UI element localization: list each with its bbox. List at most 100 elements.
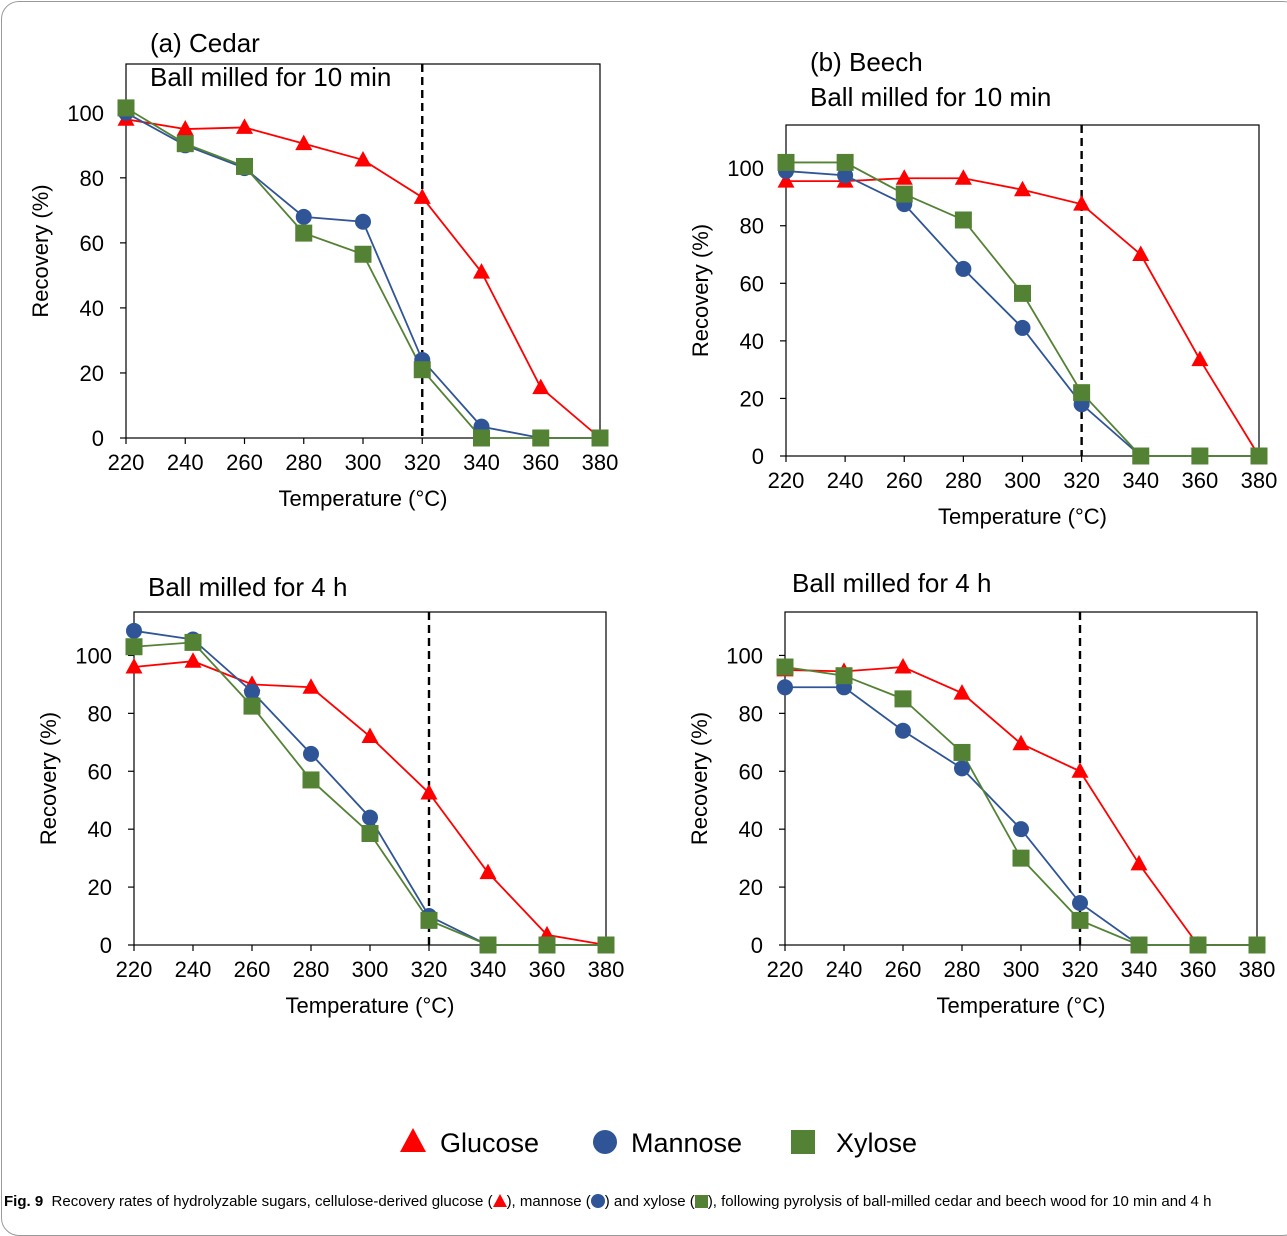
x-tick-label: 320 bbox=[404, 450, 441, 475]
point-glucose bbox=[1012, 734, 1030, 751]
y-tick-label: 80 bbox=[88, 701, 112, 726]
point-glucose bbox=[1191, 350, 1209, 367]
y-tick-label: 80 bbox=[80, 166, 104, 191]
point-glucose bbox=[413, 188, 431, 204]
point-xylose bbox=[361, 825, 379, 843]
point-glucose bbox=[1014, 180, 1031, 197]
point-glucose bbox=[1130, 854, 1148, 871]
series-line-mannose bbox=[785, 170, 1259, 457]
x-tick-label: 340 bbox=[1121, 957, 1158, 982]
point-xylose bbox=[420, 911, 438, 929]
point-xylose bbox=[894, 690, 912, 708]
y-tick-label: 100 bbox=[75, 643, 112, 668]
x-tick-label: 280 bbox=[293, 957, 330, 982]
y-axis-label: Recovery (%) bbox=[688, 224, 713, 357]
x-tick-label: 220 bbox=[768, 468, 805, 493]
x-tick-label: 280 bbox=[944, 957, 981, 982]
x-tick-label: 380 bbox=[588, 957, 625, 982]
panel-subtitle: Ball milled for 4 h bbox=[792, 568, 991, 598]
point-xylose bbox=[953, 743, 971, 761]
point-xylose bbox=[597, 936, 615, 954]
point-xylose bbox=[176, 135, 194, 153]
x-tick-label: 220 bbox=[767, 957, 804, 982]
y-tick-label: 80 bbox=[739, 701, 763, 726]
point-xylose bbox=[1071, 911, 1089, 929]
y-tick-label: 20 bbox=[739, 875, 763, 900]
y-tick-label: 100 bbox=[67, 101, 104, 126]
x-tick-label: 240 bbox=[827, 468, 864, 493]
point-mannose bbox=[303, 745, 319, 762]
y-tick-label: 0 bbox=[100, 933, 112, 958]
x-tick-label: 220 bbox=[108, 450, 145, 475]
point-xylose bbox=[836, 153, 854, 171]
point-xylose bbox=[532, 429, 550, 447]
point-xylose bbox=[591, 429, 609, 447]
point-mannose bbox=[355, 213, 371, 230]
point-xylose bbox=[1250, 447, 1268, 465]
point-xylose bbox=[835, 667, 853, 685]
series-line-glucose bbox=[784, 666, 1257, 946]
x-tick-label: 360 bbox=[529, 957, 566, 982]
point-glucose bbox=[176, 120, 194, 136]
panel-title: (b) Beech bbox=[810, 47, 923, 77]
y-axis-label: Recovery (%) bbox=[687, 712, 712, 845]
series-line-glucose bbox=[125, 118, 601, 439]
caption-label: Fig. 9 bbox=[4, 1193, 44, 1210]
x-tick-label: 380 bbox=[1239, 957, 1276, 982]
chart-panel-1: (a) Cedar Ball milled for 10 min 0 20 40 60 80… bbox=[28, 28, 618, 511]
y-tick-label: 0 bbox=[92, 426, 104, 451]
point-xylose bbox=[125, 638, 143, 656]
point-mannose bbox=[954, 760, 970, 777]
point-glucose bbox=[1071, 762, 1089, 778]
series-line-xylose bbox=[133, 641, 606, 946]
point-xylose bbox=[243, 697, 261, 715]
y-tick-label: 80 bbox=[740, 214, 764, 239]
y-axis-label: Recovery (%) bbox=[36, 712, 61, 845]
point-xylose bbox=[776, 658, 794, 676]
y-tick-label: 60 bbox=[88, 759, 112, 784]
series-line-xylose bbox=[784, 666, 1257, 946]
point-mannose bbox=[1072, 895, 1088, 912]
point-glucose bbox=[295, 134, 313, 151]
point-xylose bbox=[777, 153, 795, 171]
x-tick-label: 300 bbox=[352, 957, 389, 982]
x-tick-label: 320 bbox=[1062, 957, 1099, 982]
point-mannose bbox=[362, 809, 378, 826]
y-tick-label: 100 bbox=[726, 643, 763, 668]
point-xylose bbox=[1132, 447, 1150, 465]
point-xylose bbox=[1073, 384, 1091, 402]
y-tick-label: 0 bbox=[752, 444, 764, 469]
point-glucose bbox=[953, 684, 971, 700]
point-mannose bbox=[837, 167, 854, 184]
point-mannose bbox=[126, 622, 142, 639]
y-tick-label: 40 bbox=[88, 817, 112, 842]
point-glucose bbox=[302, 678, 320, 694]
chart-panel-4: Ball milled for 4 h 0 20 40 60 80 100 220 240 260… bbox=[687, 568, 1275, 1018]
point-xylose bbox=[1014, 284, 1031, 302]
series-line-xylose bbox=[786, 161, 1259, 457]
point-glucose bbox=[354, 150, 372, 167]
point-xylose bbox=[1191, 447, 1209, 465]
point-xylose bbox=[413, 361, 431, 379]
point-xylose bbox=[954, 211, 972, 229]
caption-text-1: Recovery rates of hydrolyzable sugars, c… bbox=[51, 1193, 493, 1210]
point-glucose bbox=[1132, 245, 1150, 262]
point-glucose bbox=[473, 263, 490, 279]
point-glucose bbox=[532, 378, 550, 395]
mannose-circle-icon bbox=[590, 1194, 605, 1208]
x-axis-label: Temperature (°C) bbox=[286, 993, 455, 1018]
x-tick-label: 280 bbox=[945, 468, 982, 493]
point-glucose bbox=[236, 118, 253, 134]
x-tick-label: 380 bbox=[582, 450, 619, 475]
x-tick-label: 300 bbox=[1004, 468, 1041, 493]
x-tick-label: 280 bbox=[285, 450, 322, 475]
point-xylose bbox=[295, 224, 313, 242]
series-line-mannose bbox=[133, 629, 606, 946]
y-tick-label: 40 bbox=[740, 329, 764, 354]
legend-label-mannose: Mannose bbox=[631, 1128, 742, 1158]
legend-mannose-icon bbox=[593, 1130, 617, 1154]
y-tick-label: 20 bbox=[80, 361, 104, 386]
y-tick-label: 0 bbox=[751, 933, 763, 958]
point-glucose bbox=[361, 727, 379, 744]
point-glucose bbox=[479, 863, 497, 880]
